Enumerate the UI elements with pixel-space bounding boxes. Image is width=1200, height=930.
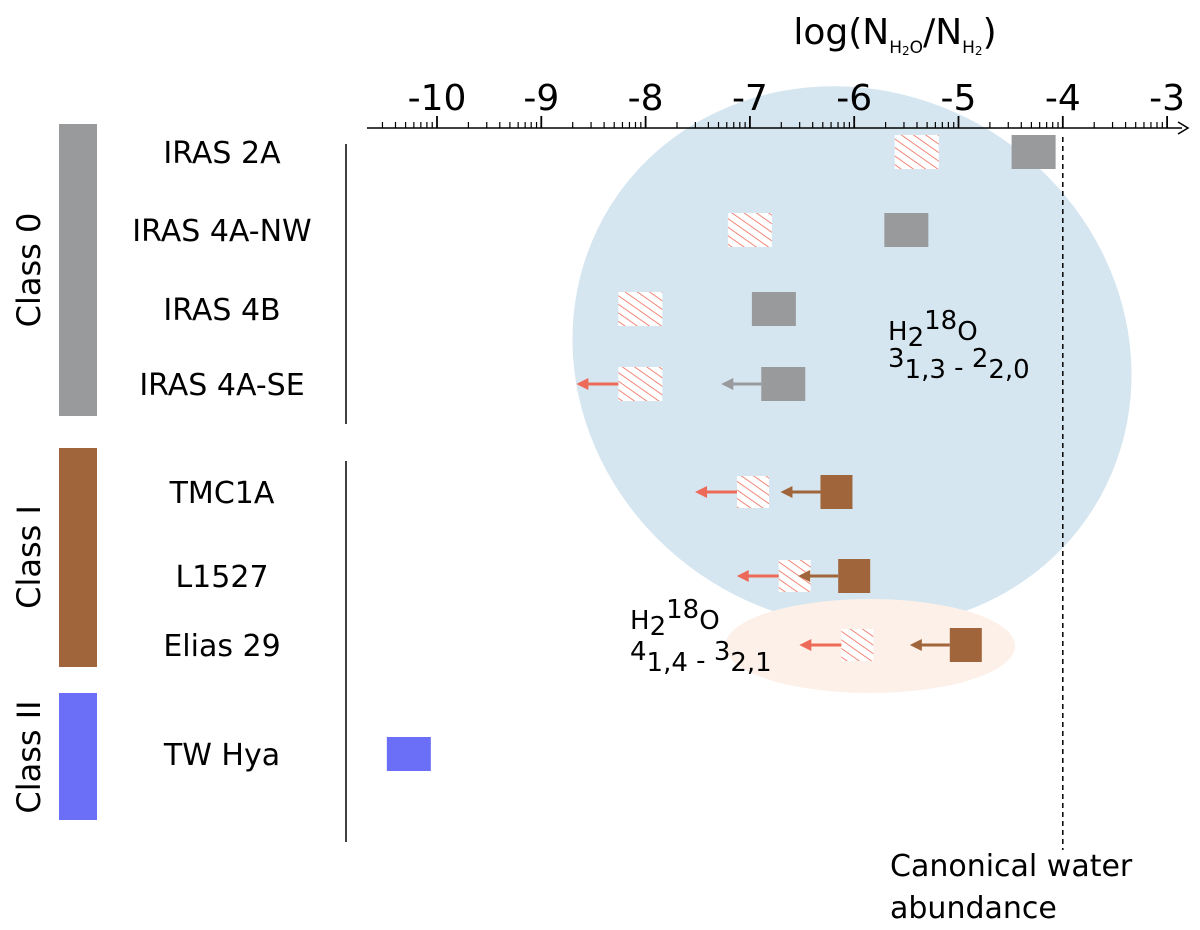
class-label: Class 0 (10, 213, 48, 328)
hatched-upper-limit-arrow-head (736, 570, 749, 582)
hatched-point (841, 629, 874, 661)
x-tick-label: -6 (836, 78, 872, 119)
x-axis: -10 -9 -8 -7 -6 -5 -4 -3 (367, 78, 1190, 135)
class-label: Class I (10, 505, 48, 609)
transition-label-414-line: 41,4 - 32,1 (630, 637, 772, 678)
source-label: TW Hya (163, 738, 280, 773)
hatched-upper-limit-arrow-head (695, 486, 708, 498)
hatched-point (894, 135, 939, 169)
data-points (386, 135, 1056, 771)
source-label: IRAS 4B (163, 293, 280, 328)
solid-point (386, 737, 431, 771)
solid-upper-limit-arrow-head (798, 570, 811, 582)
solid-point (949, 628, 982, 662)
source-label: Elias 29 (163, 629, 280, 664)
x-tick-label: -5 (941, 78, 977, 119)
hatched-point (618, 367, 663, 401)
x-tick-label: -9 (523, 78, 559, 119)
chart-title: log(NH2O/NH2) (793, 12, 996, 58)
source-label: TMC1A (169, 476, 275, 511)
canonical-label-line1: Canonical water (890, 849, 1133, 884)
x-tick-label: -4 (1045, 78, 1081, 119)
transition-label-313-species: H218O (888, 306, 978, 353)
source-label: IRAS 4A-NW (132, 214, 311, 249)
class-label: Class II (10, 700, 48, 813)
class-bar-1 (59, 448, 97, 667)
x-tick-label: -8 (628, 78, 664, 119)
source-label: IRAS 2A (163, 136, 281, 171)
class-bar-0 (59, 124, 97, 416)
solid-point (1011, 135, 1056, 169)
solid-upper-limit-arrow-head (909, 639, 922, 651)
source-label: L1527 (175, 560, 268, 595)
solid-upper-limit-arrow-head (721, 378, 734, 390)
hatched-point (737, 476, 770, 508)
hatched-upper-limit-arrow-head (799, 639, 812, 651)
solid-point (820, 475, 853, 509)
solid-upper-limit-arrow-head (780, 486, 793, 498)
x-tick-label: -10 (408, 78, 467, 119)
transition-label-313-line: 31,3 - 22,0 (888, 344, 1030, 385)
solid-point (761, 367, 806, 401)
hatched-point (618, 292, 663, 326)
canonical-label-line2: abundance (890, 891, 1057, 926)
solid-point (838, 559, 871, 593)
solid-point (884, 213, 929, 247)
x-tick-label: -3 (1149, 78, 1185, 119)
hatched-point (727, 213, 772, 247)
x-tick-label: -7 (732, 78, 768, 119)
x-axis-arrowhead (1177, 121, 1190, 135)
hatched-upper-limit-arrow-head (576, 378, 589, 390)
source-label: IRAS 4A-SE (139, 368, 304, 403)
solid-point (751, 292, 796, 326)
class-groups: Class 0 IRAS 2A IRAS 4A-NW IRAS 4B IRAS 4A-S… (10, 124, 347, 842)
transition-label-414-species: H218O (630, 595, 720, 642)
class-bar-2 (59, 693, 97, 820)
